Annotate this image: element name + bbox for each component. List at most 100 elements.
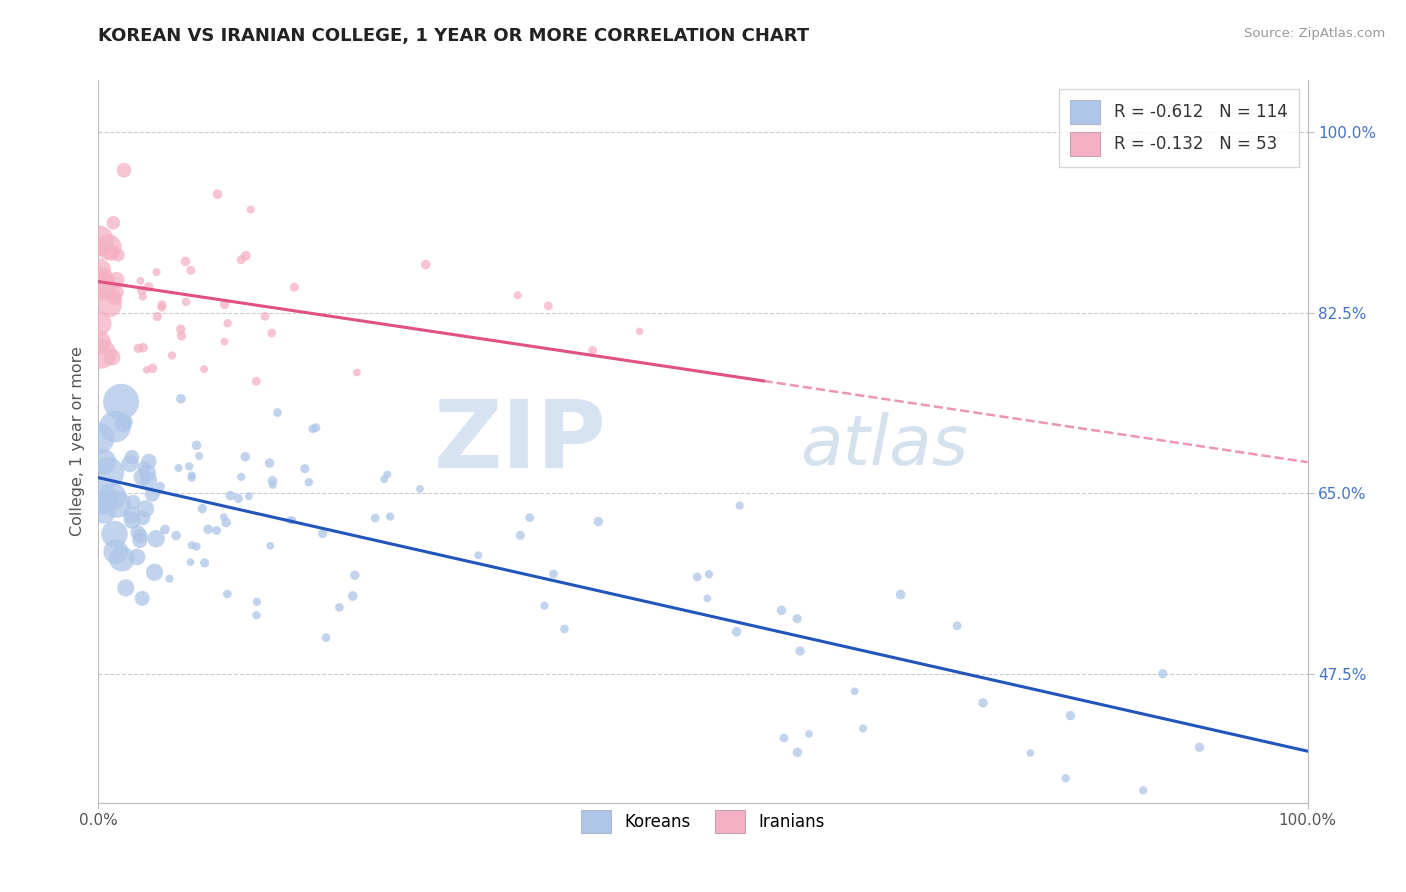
Point	[205, 524, 228, 538]
Point	[138, 454, 160, 468]
Point	[262, 478, 284, 492]
Point	[132, 290, 155, 304]
Point	[1059, 708, 1081, 723]
Point	[132, 341, 155, 355]
Point	[174, 294, 197, 309]
Point	[409, 482, 432, 496]
Point	[628, 324, 651, 338]
Point	[1152, 666, 1174, 681]
Point	[93, 504, 115, 518]
Point	[214, 297, 236, 311]
Point	[797, 727, 820, 741]
Point	[150, 300, 173, 314]
Point	[852, 722, 875, 736]
Point	[180, 470, 202, 484]
Point	[686, 570, 709, 584]
Point	[107, 497, 129, 511]
Point	[728, 499, 751, 513]
Point	[103, 216, 125, 230]
Point	[170, 329, 193, 343]
Point	[127, 525, 149, 540]
Point	[165, 528, 187, 542]
Point	[87, 335, 110, 350]
Point	[194, 556, 217, 570]
Point	[217, 316, 239, 330]
Point	[302, 422, 325, 436]
Point	[533, 599, 555, 613]
Point	[104, 544, 127, 558]
Point	[121, 513, 143, 527]
Point	[235, 249, 257, 263]
Point	[159, 572, 181, 586]
Point	[315, 631, 337, 645]
Text: ZIP: ZIP	[433, 395, 606, 488]
Point	[138, 280, 160, 294]
Point	[1054, 772, 1077, 786]
Point	[260, 326, 283, 340]
Point	[125, 549, 148, 564]
Point	[537, 299, 560, 313]
Point	[180, 468, 202, 483]
Point	[97, 240, 120, 254]
Point	[149, 480, 172, 494]
Point	[135, 363, 157, 377]
Point	[134, 460, 156, 475]
Point	[127, 342, 149, 356]
Point	[364, 511, 387, 525]
Point	[281, 513, 304, 527]
Point	[129, 529, 152, 543]
Point	[112, 417, 135, 431]
Point	[378, 509, 401, 524]
Point	[107, 248, 129, 262]
Point	[328, 600, 350, 615]
Point	[725, 624, 748, 639]
Point	[118, 457, 141, 471]
Point	[131, 470, 153, 484]
Point	[180, 555, 202, 569]
Point	[582, 343, 605, 358]
Point	[283, 280, 305, 294]
Point	[1132, 783, 1154, 797]
Point	[278, 513, 301, 527]
Point	[170, 322, 193, 336]
Point	[1019, 746, 1042, 760]
Point	[346, 366, 368, 380]
Point	[343, 568, 366, 582]
Text: atlas: atlas	[800, 411, 967, 479]
Point	[90, 279, 112, 293]
Point	[697, 567, 720, 582]
Point	[90, 346, 112, 360]
Point	[143, 566, 166, 580]
Point	[509, 528, 531, 542]
Point	[789, 644, 811, 658]
Point	[89, 262, 111, 277]
Point	[180, 538, 202, 552]
Text: KOREAN VS IRANIAN COLLEGE, 1 YEAR OR MORE CORRELATION CHART: KOREAN VS IRANIAN COLLEGE, 1 YEAR OR MOR…	[98, 27, 810, 45]
Point	[238, 489, 260, 503]
Point	[115, 415, 138, 429]
Point	[174, 254, 197, 268]
Point	[770, 603, 793, 617]
Point	[103, 527, 125, 541]
Point	[373, 472, 395, 486]
Point	[543, 566, 565, 581]
Point	[773, 731, 796, 745]
Point	[136, 466, 159, 480]
Point	[228, 491, 250, 506]
Point	[215, 516, 238, 530]
Point	[844, 684, 866, 698]
Point	[186, 540, 208, 554]
Point	[212, 510, 235, 524]
Point	[110, 394, 132, 409]
Point	[262, 474, 284, 488]
Point	[506, 288, 529, 302]
Point	[101, 490, 124, 504]
Legend: Koreans, Iranians: Koreans, Iranians	[569, 798, 837, 845]
Point	[219, 489, 242, 503]
Point	[111, 552, 134, 566]
Point	[131, 591, 153, 606]
Point	[415, 258, 437, 272]
Point	[100, 245, 122, 260]
Point	[114, 581, 136, 595]
Point	[231, 252, 253, 267]
